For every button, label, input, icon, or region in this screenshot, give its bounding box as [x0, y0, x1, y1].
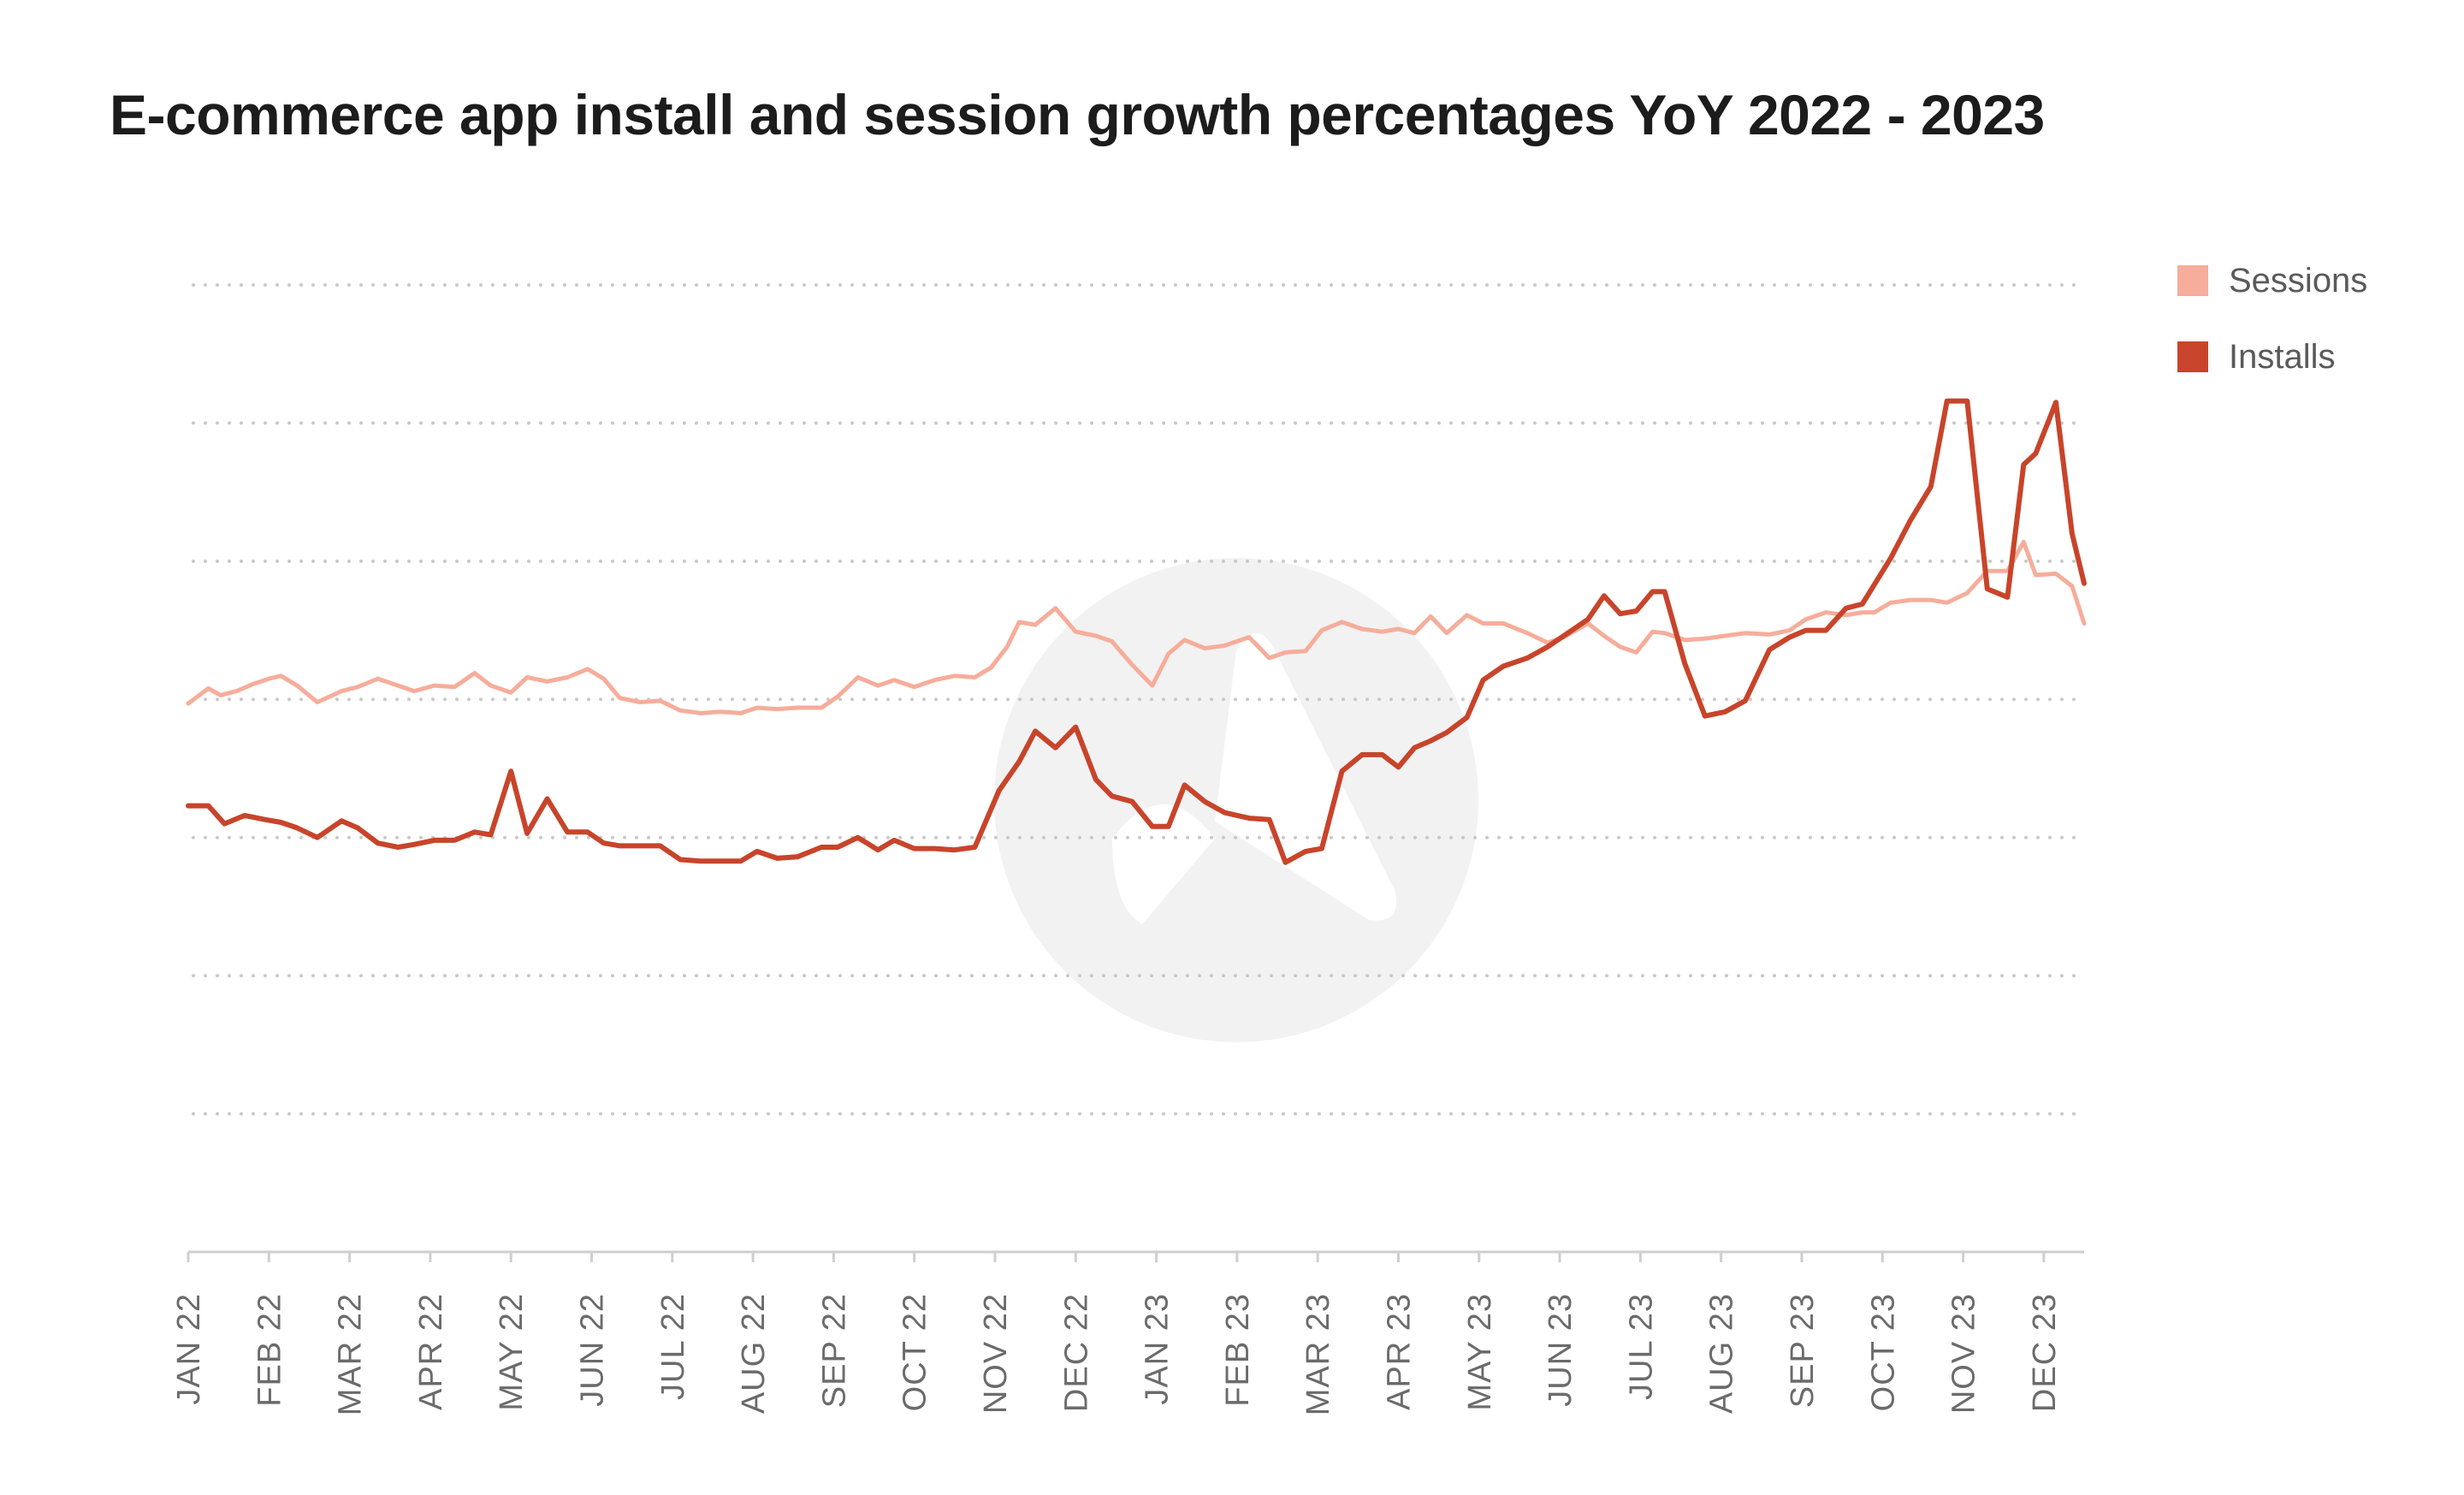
x-tick-label: JUL 22	[655, 1293, 691, 1400]
legend: Sessions Installs	[2177, 255, 2367, 407]
x-tick-label: NOV 22	[978, 1293, 1014, 1414]
x-tick-label: DEC 22	[1058, 1293, 1094, 1412]
series-layer	[186, 398, 2087, 865]
chart-title: E-commerce app install and session growt…	[110, 83, 2045, 146]
x-tick-label: MAY 23	[1462, 1293, 1498, 1411]
x-tick-label: JUL 23	[1623, 1293, 1659, 1400]
x-tick-label: JAN 22	[171, 1293, 207, 1405]
x-tick-label: SEP 22	[816, 1293, 852, 1408]
legend-swatch-installs	[2177, 341, 2208, 372]
x-axis: JAN 22 FEB 22 MAR 22 APR 22 MAY 22 JUN 22 JUL …	[171, 1250, 2084, 1415]
x-tick-label: JAN 23	[1140, 1293, 1176, 1405]
x-tick-label: OCT 22	[897, 1293, 933, 1411]
x-tick-label: DEC 23	[2027, 1293, 2063, 1412]
x-tick-label: FEB 22	[252, 1293, 287, 1407]
legend-label-installs: Installs	[2229, 337, 2336, 376]
series-line-sessions	[186, 539, 2087, 715]
legend-swatch-sessions	[2177, 265, 2208, 296]
legend-item-sessions[interactable]: Sessions	[2177, 255, 2367, 306]
x-tick-label: JUN 22	[574, 1293, 610, 1407]
x-tick-label: APR 23	[1381, 1293, 1417, 1410]
legend-label-sessions: Sessions	[2229, 261, 2368, 300]
x-tick-label: JUN 23	[1543, 1293, 1578, 1407]
watermark-logo-icon	[994, 558, 1478, 1042]
x-tick-label: MAR 23	[1300, 1293, 1336, 1415]
x-tick-label: AUG 22	[736, 1293, 772, 1414]
x-tick-label: APR 22	[413, 1293, 449, 1410]
x-tick-label: MAY 22	[494, 1293, 530, 1411]
x-tick-label: AUG 23	[1704, 1293, 1740, 1414]
gridlines	[192, 283, 2079, 1116]
x-tick-label: NOV 23	[1946, 1293, 1982, 1414]
x-tick-label: MAR 22	[333, 1293, 369, 1415]
legend-item-installs[interactable]: Installs	[2177, 331, 2367, 383]
series-line-installs	[186, 398, 2087, 865]
x-tick-label: SEP 23	[1785, 1293, 1821, 1408]
x-tick-label: FEB 23	[1220, 1293, 1256, 1407]
x-tick-label: OCT 23	[1865, 1293, 1901, 1411]
